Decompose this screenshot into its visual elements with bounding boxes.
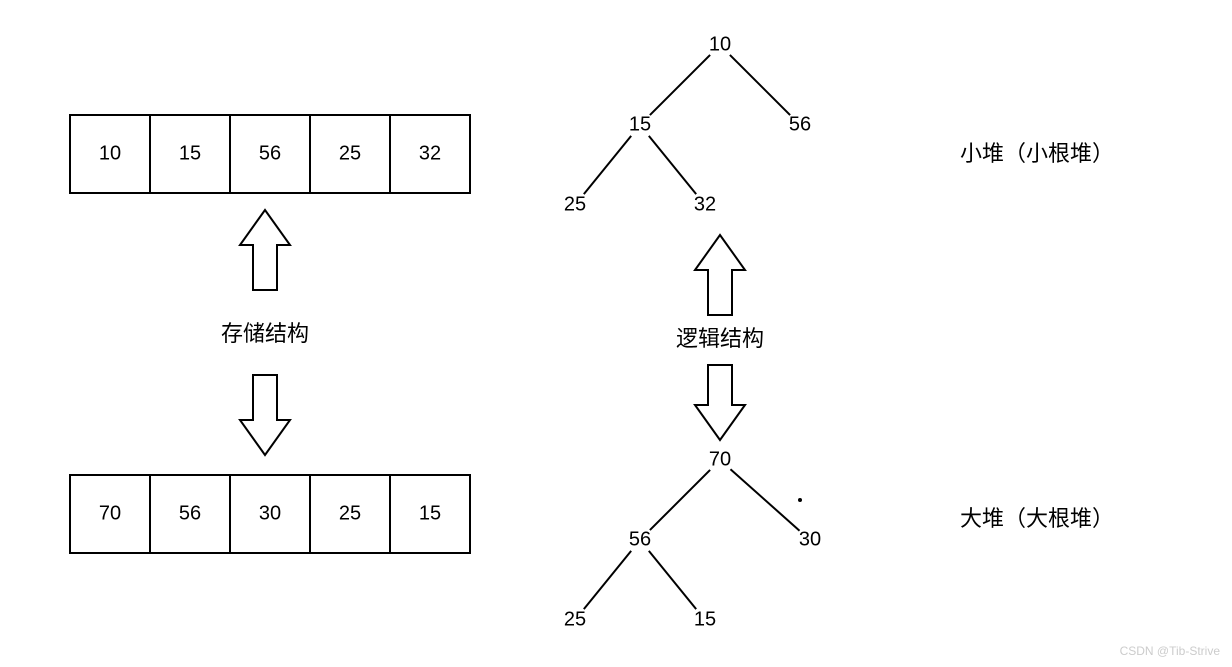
top-tree-node: 56 [789,113,811,135]
bottom-array-value: 15 [419,502,441,524]
bottom-tree-edge [730,469,799,530]
storage-arrow-up [240,210,290,290]
bottom-tree-node: 30 [799,528,821,550]
bottom-array-value: 70 [99,502,121,524]
bottom-array-value: 25 [339,502,361,524]
logic-arrow-up [695,235,745,315]
top-tree-edge [584,136,631,194]
top-tree-node: 32 [694,193,716,215]
logic-arrow-down [695,365,745,440]
bottom-tree-edge [649,551,696,609]
bottom-tree-edge [650,470,710,530]
top-array: 10 15 56 25 32 [70,115,470,193]
min-heap-label: 小堆（小根堆） [960,141,1114,166]
bottom-array-value: 56 [179,502,201,524]
top-tree-edge [730,55,790,115]
top-array-value: 56 [259,142,281,164]
top-array-value: 25 [339,142,361,164]
top-array-value: 10 [99,142,121,164]
storage-label: 存储结构 [221,321,309,346]
bottom-tree-node: 70 [709,448,731,470]
top-tree-node: 10 [709,33,731,55]
bottom-tree-edge [584,551,631,609]
max-heap-label: 大堆（大根堆） [960,506,1114,531]
top-array-value: 32 [419,142,441,164]
bottom-tree-node: 15 [694,608,716,630]
watermark: CSDN @Tib-Strive [1120,644,1221,658]
top-tree-edge [649,136,696,194]
top-array-value: 15 [179,142,201,164]
bottom-tree-dot [798,498,802,502]
bottom-tree-node: 25 [564,608,586,630]
storage-arrow-down [240,375,290,455]
top-tree-node: 15 [629,113,651,135]
logic-label: 逻辑结构 [676,326,764,351]
bottom-tree: 70 56 30 25 15 [564,448,821,630]
bottom-tree-node: 56 [629,528,651,550]
diagram-canvas: 10 15 56 25 32 70 56 30 25 15 10 15 56 25 32 70 56 30 25 15… [0,0,1232,667]
top-tree: 10 15 56 25 32 [564,33,811,215]
top-tree-node: 25 [564,193,586,215]
bottom-array: 70 56 30 25 15 [70,475,470,553]
bottom-array-value: 30 [259,502,281,524]
top-tree-edge [650,55,710,115]
